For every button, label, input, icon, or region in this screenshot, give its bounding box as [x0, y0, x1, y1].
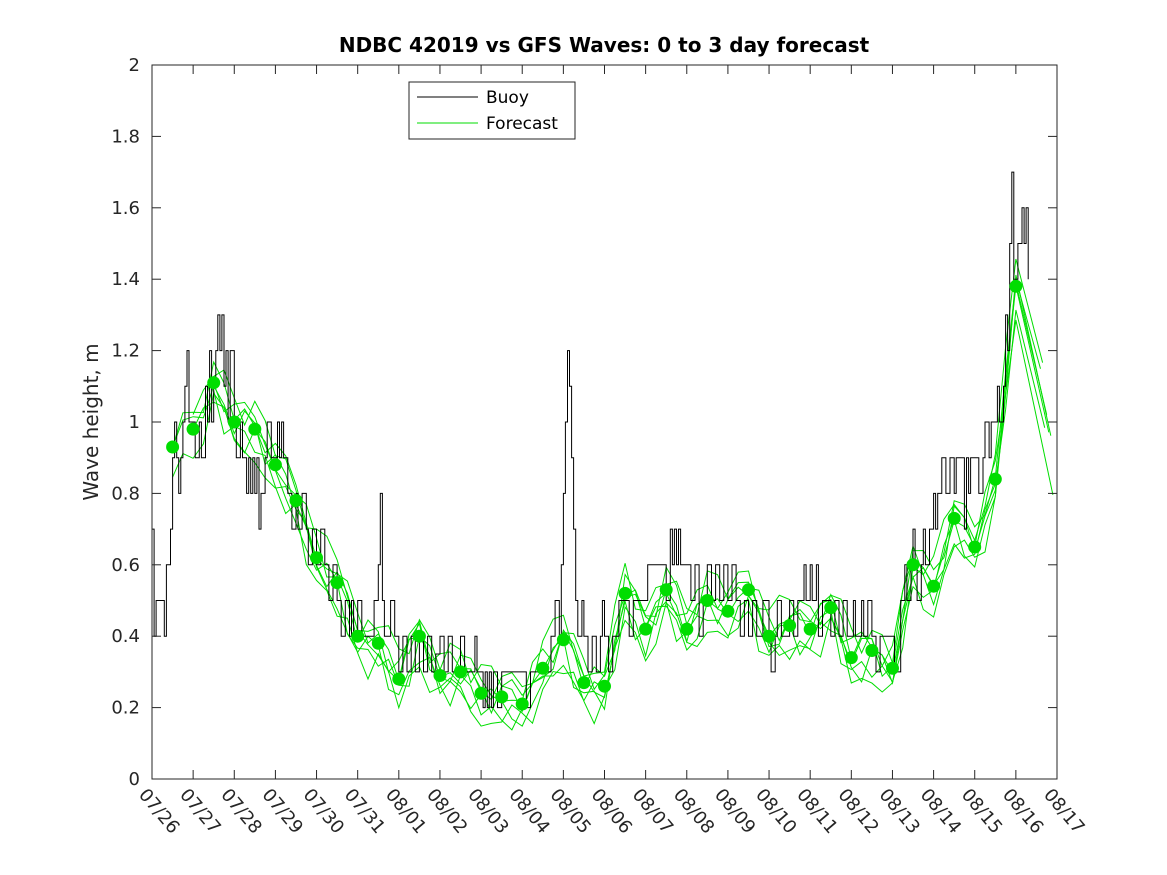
y-tick-label: 0.6 [111, 555, 140, 576]
y-tick-label: 0.8 [111, 483, 140, 504]
forecast-point [844, 651, 858, 665]
y-axis-label: Wave height, m [79, 343, 103, 500]
forecast-point [515, 697, 529, 711]
forecast-point [371, 636, 385, 650]
forecast-point [310, 551, 323, 565]
forecast-point [639, 622, 653, 636]
forecast-point [186, 422, 200, 436]
forecast-point [412, 629, 426, 643]
y-tick-label: 1.2 [111, 341, 140, 362]
forecast-point [289, 494, 303, 507]
forecast-line [172, 319, 1054, 727]
forecast-point [227, 415, 241, 429]
forecast-point [762, 629, 776, 643]
legend-forecast-label: Forecast [486, 114, 558, 134]
forecast-point [392, 672, 406, 686]
forecast-point [721, 604, 735, 618]
forecast-point [927, 579, 941, 593]
buoy-line [152, 171, 1029, 709]
forecast-point [433, 669, 447, 682]
buoy-series [152, 171, 1029, 709]
y-tick-label: 1.8 [111, 126, 140, 147]
forecast-point [268, 458, 282, 472]
legend-buoy-label: Buoy [486, 88, 529, 108]
forecast-point [577, 676, 591, 690]
y-tick-label: 1 [129, 412, 140, 433]
forecast-point [598, 679, 611, 693]
forecast-point [248, 422, 262, 436]
forecast-point [659, 583, 673, 597]
legend-box [408, 81, 576, 140]
y-tick-label: 0.4 [111, 626, 140, 647]
forecast-markers [166, 279, 1023, 711]
forecast-point [1009, 279, 1023, 293]
forecast-point [618, 586, 632, 600]
forecast-point [495, 690, 509, 704]
forecast-point [207, 376, 221, 390]
y-axis-ticks: 0 0.2 0.4 0.6 0.8 1 1.2 1.4 1.6 1.8 2 [111, 55, 1057, 790]
forecast-point [556, 633, 570, 647]
forecast-point [906, 558, 920, 572]
forecast-point [968, 540, 982, 554]
forecast-point [886, 661, 899, 675]
legend: Buoy Forecast [408, 81, 576, 140]
y-tick-label: 1.4 [111, 269, 140, 290]
chart-title: NDBC 42019 vs GFS Waves: 0 to 3 day fore… [339, 33, 870, 57]
forecast-point [166, 440, 180, 454]
forecast-point [783, 619, 797, 632]
forecast-point [803, 622, 817, 636]
forecast-point [824, 601, 838, 615]
forecast-point [536, 661, 550, 675]
plot-area [152, 65, 1057, 779]
forecast-point [454, 665, 467, 679]
forecast-point [351, 629, 365, 643]
forecast-point [865, 644, 879, 657]
forecast-line [192, 258, 1044, 697]
forecast-point [680, 622, 694, 636]
y-tick-label: 0 [129, 769, 140, 790]
forecast-point [474, 686, 488, 700]
forecast-point [947, 511, 961, 525]
forecast-point [330, 576, 344, 590]
y-tick-label: 2 [129, 55, 140, 76]
y-tick-label: 0.2 [111, 698, 140, 719]
y-tick-label: 1.6 [111, 198, 140, 219]
forecast-point [700, 594, 714, 607]
forecast-point [988, 472, 1002, 486]
forecast-point [742, 583, 755, 597]
